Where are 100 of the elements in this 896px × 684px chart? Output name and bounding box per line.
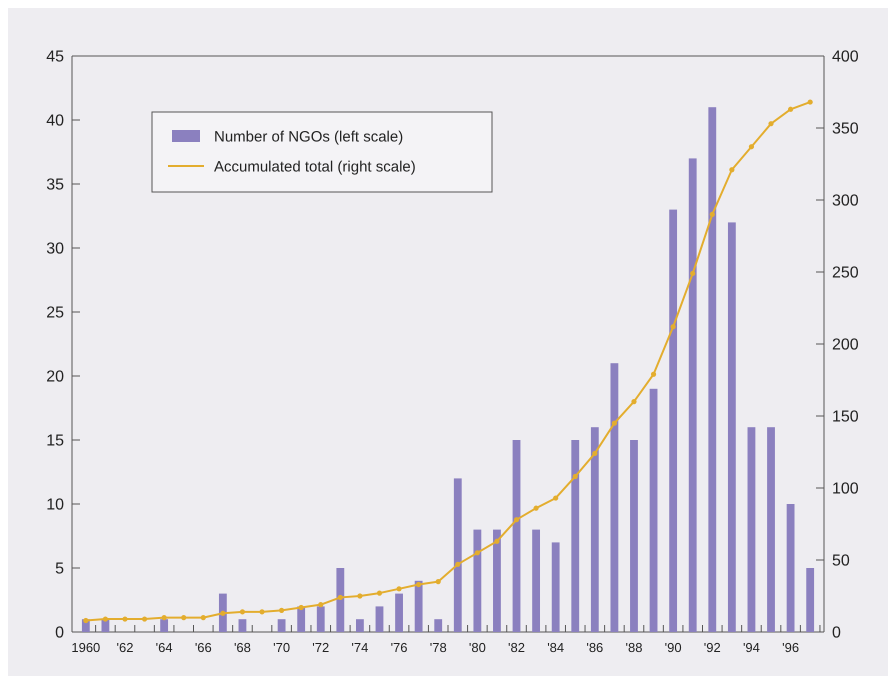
point — [533, 506, 539, 511]
x-tick-label: '96 — [782, 640, 800, 655]
point — [650, 372, 656, 377]
bar — [786, 504, 795, 632]
y-tick-label: 25 — [46, 304, 64, 322]
point — [240, 609, 246, 614]
x-tick-label: '64 — [156, 640, 173, 655]
point — [455, 562, 460, 567]
bar — [414, 580, 423, 632]
point — [200, 615, 206, 620]
point — [396, 586, 402, 592]
bar — [493, 530, 501, 632]
point — [690, 270, 696, 276]
bar — [571, 440, 580, 632]
bar — [395, 594, 403, 632]
bar — [356, 619, 364, 632]
point — [474, 550, 480, 556]
y2-tick-label: 350 — [832, 120, 859, 138]
point — [729, 167, 734, 172]
point — [102, 616, 108, 622]
bar — [728, 222, 736, 632]
bar — [473, 530, 482, 632]
point — [710, 212, 715, 217]
x-tick-label: '86 — [586, 640, 604, 655]
point — [318, 602, 324, 608]
x-tick-label: '68 — [234, 640, 251, 655]
bar — [336, 568, 344, 632]
bar — [376, 606, 384, 632]
legend-label: Number of NGOs (left scale) — [214, 128, 404, 146]
y-tick-label: 40 — [46, 112, 64, 130]
point — [259, 609, 265, 614]
y-tick-label: 10 — [46, 496, 64, 514]
x-tick-label: '76 — [390, 640, 408, 655]
bar — [610, 363, 618, 632]
point — [122, 616, 128, 622]
point — [142, 616, 148, 622]
y-tick-label: 45 — [46, 48, 64, 66]
bar — [767, 427, 775, 632]
bar — [454, 478, 462, 632]
point — [612, 420, 617, 426]
bar — [688, 158, 697, 632]
bar — [806, 568, 814, 632]
point — [220, 610, 226, 616]
x-tick-label: '80 — [468, 640, 486, 655]
bar — [669, 210, 678, 632]
x-tick-label: '78 — [430, 640, 447, 655]
bar — [552, 542, 560, 632]
y-tick-label: 15 — [46, 432, 64, 450]
legend-label: Accumulated total (right scale) — [214, 158, 416, 176]
y-tick-label: 35 — [46, 176, 64, 194]
x-tick-label: '74 — [351, 640, 368, 655]
bar — [434, 619, 442, 632]
bar — [748, 427, 756, 632]
x-tick-label: '84 — [547, 640, 564, 655]
point — [768, 121, 774, 126]
bar — [278, 619, 286, 632]
y2-tick-label: 400 — [832, 48, 859, 66]
point — [572, 474, 578, 480]
x-tick-label: '62 — [116, 640, 134, 655]
y-tick-label: 0 — [55, 624, 64, 642]
point — [83, 618, 88, 624]
point — [416, 582, 422, 588]
y2-tick-label: 100 — [832, 480, 859, 498]
point — [494, 538, 500, 544]
point — [357, 593, 363, 599]
point — [279, 608, 284, 613]
point — [788, 106, 794, 112]
point — [553, 495, 558, 501]
point — [162, 615, 167, 620]
point — [298, 604, 304, 610]
point — [748, 144, 754, 150]
x-tick-label: '82 — [508, 640, 525, 655]
x-tick-label: '92 — [704, 640, 721, 655]
point — [181, 615, 186, 620]
y2-tick-label: 300 — [832, 192, 859, 210]
point — [338, 594, 343, 600]
x-tick-label: '90 — [664, 640, 682, 655]
y-tick-label: 30 — [46, 240, 64, 258]
point — [592, 450, 598, 456]
x-tick-label: '88 — [626, 640, 642, 655]
bar — [160, 619, 168, 632]
x-tick-label: '72 — [312, 640, 330, 655]
point — [514, 517, 520, 522]
bar — [238, 619, 246, 632]
x-tick-label: '94 — [742, 640, 760, 655]
y-tick-label: 20 — [46, 368, 64, 386]
y2-tick-label: 150 — [832, 408, 859, 426]
y2-tick-label: 0 — [832, 624, 841, 642]
y2-tick-label: 50 — [832, 552, 850, 570]
y2-tick-label: 200 — [832, 336, 859, 354]
bar — [316, 606, 325, 632]
point — [631, 399, 637, 404]
bar — [218, 594, 227, 632]
bar — [512, 440, 520, 632]
bar — [650, 388, 658, 632]
x-tick-label: '70 — [273, 640, 290, 655]
y2-tick-label: 250 — [832, 264, 859, 282]
bar — [532, 530, 540, 632]
point — [670, 324, 676, 330]
point — [436, 579, 441, 584]
